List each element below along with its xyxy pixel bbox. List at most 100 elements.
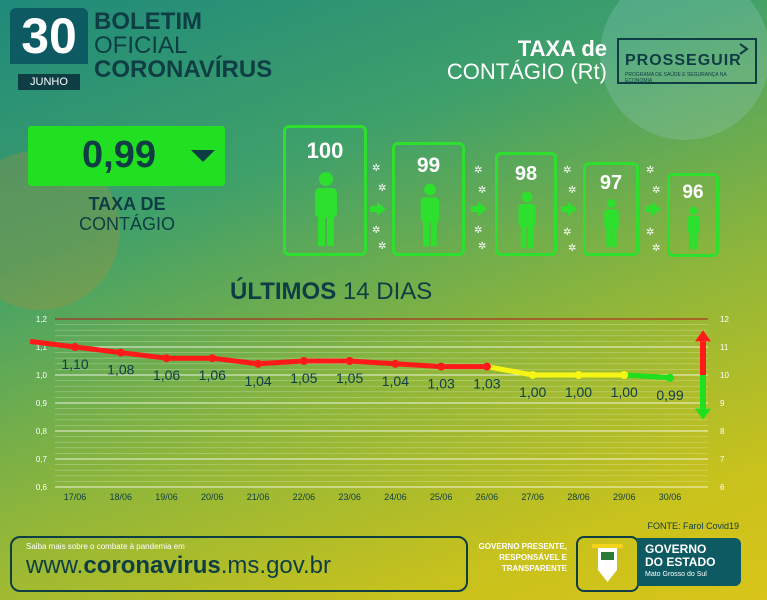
series-line-below — [624, 372, 671, 381]
data-label: 1,00 — [565, 384, 592, 400]
rate-heading-line-1: TAXA de — [517, 36, 607, 61]
date-badge: 30 JUNHO — [10, 8, 88, 90]
data-point — [162, 354, 171, 363]
virus-icon: ✲ — [378, 183, 387, 194]
data-point — [299, 357, 308, 365]
down-triangle-icon — [191, 150, 215, 162]
footer-url-bold: coronavirus — [83, 552, 221, 579]
x-tick-label: 23/06 — [338, 492, 361, 502]
footer-url-link[interactable]: www.coronavirus.ms.gov.br — [26, 552, 331, 580]
title-line-3: CORONAVÍRUS — [94, 56, 273, 83]
gov-state: Mato Grosso do Sul — [645, 571, 707, 578]
y-tick-label-left: 0,8 — [36, 427, 48, 436]
people-card: 98 — [495, 152, 557, 256]
arrow-up-stem — [700, 341, 706, 375]
data-label: 1,04 — [382, 373, 409, 389]
x-tick-label: 18/06 — [110, 492, 133, 502]
source-note: FONTE: Farol Covid19 — [647, 521, 739, 531]
prosseguir-logo: PROSSEGUIR PROGRAMA DE SAÚDE E SEGURANÇA… — [617, 38, 757, 84]
logo-arrow-icon — [739, 43, 749, 55]
data-label: 0,99 — [656, 387, 683, 403]
rate-label: TAXA DE CONTÁGIO — [62, 194, 192, 234]
data-label: 1,05 — [336, 370, 363, 386]
data-label: 1,00 — [611, 384, 638, 400]
virus-icon: ✲ — [474, 165, 483, 176]
data-point — [208, 354, 217, 363]
footer-url-post: .ms.gov.br — [220, 552, 331, 579]
y-tick-label-right: 12 — [720, 315, 729, 324]
data-point — [345, 357, 354, 365]
arrow-right-icon — [561, 206, 568, 212]
arrow-right-icon — [645, 206, 652, 212]
y-tick-label-left: 1,1 — [36, 343, 48, 352]
x-tick-label: 22/06 — [293, 492, 316, 502]
person-icon — [420, 183, 440, 247]
arrow-right-icon — [377, 202, 386, 216]
person-icon — [687, 206, 700, 250]
x-tick-label: 26/06 — [476, 492, 499, 502]
y-tick-label-right: 7 — [720, 455, 725, 464]
data-label: 1,06 — [199, 367, 226, 383]
people-count: 99 — [416, 154, 441, 177]
footer-url-box — [10, 536, 468, 592]
y-tick-label-left: 0,7 — [36, 455, 48, 464]
date-month: JUNHO — [18, 74, 80, 90]
title-line-1: BOLETIM — [94, 8, 202, 35]
people-card: 99 — [392, 142, 465, 256]
date-day: 30 — [10, 8, 88, 64]
title-line-2: OFICIAL — [94, 32, 188, 59]
x-tick-label: 27/06 — [521, 492, 544, 502]
data-point — [620, 371, 629, 379]
data-label: 1,00 — [519, 384, 546, 400]
x-tick-label: 30/06 — [659, 492, 682, 502]
data-point — [71, 343, 79, 351]
y-tick-label-right: 9 — [720, 399, 725, 408]
y-tick-label-right: 6 — [720, 483, 725, 492]
person-icon — [604, 198, 619, 248]
data-point — [574, 371, 583, 379]
people-count: 96 — [682, 182, 704, 203]
data-label: 1,03 — [473, 376, 500, 392]
people-count: 98 — [514, 163, 538, 185]
x-tick-label: 17/06 — [64, 492, 87, 502]
x-tick-label: 20/06 — [201, 492, 224, 502]
x-tick-label: 24/06 — [384, 492, 407, 502]
virus-icon: ✲ — [646, 165, 655, 176]
data-label: 1,03 — [428, 376, 455, 392]
virus-icon: ✲ — [646, 227, 655, 238]
gov-name-line-2: DO ESTADO — [645, 555, 716, 569]
government-slogan: GOVERNO PRESENTE, RESPONSÁVEL E TRANSPAR… — [478, 542, 567, 573]
x-tick-label: 28/06 — [567, 492, 590, 502]
data-point — [482, 362, 491, 371]
y-tick-label-right: 11 — [720, 343, 729, 352]
logo-subtitle: PROGRAMA DE SAÚDE E SEGURANÇA NA ECONOMI… — [625, 72, 727, 84]
virus-icon: ✲ — [652, 243, 661, 254]
virus-icon: ✲ — [474, 225, 483, 236]
virus-icon: ✲ — [378, 241, 387, 252]
virus-icon: ✲ — [372, 163, 381, 174]
arrow-right-icon — [478, 202, 487, 216]
data-point — [116, 348, 125, 357]
person-icon — [518, 191, 536, 249]
arrow-right-icon — [370, 206, 377, 212]
people-card: 100 — [283, 125, 367, 256]
y-tick-label-left: 0,6 — [36, 483, 48, 492]
virus-icon: ✲ — [652, 185, 661, 196]
y-tick-label-left: 0,9 — [36, 399, 48, 408]
crest-icon — [592, 544, 623, 582]
rate-heading-line-2: CONTÁGIO (Rt) — [446, 59, 607, 84]
rate-label-line-1: TAXA DE — [88, 194, 166, 214]
data-point — [666, 373, 674, 382]
x-tick-label: 29/06 — [613, 492, 636, 502]
y-tick-label-right: 8 — [720, 427, 725, 436]
data-point — [437, 362, 446, 371]
data-label: 1,08 — [107, 362, 134, 378]
chart-title: ÚLTIMOS 14 DIAS — [230, 278, 432, 306]
y-tick-label-left: 1,2 — [36, 315, 48, 324]
virus-icon: ✲ — [568, 185, 577, 196]
footer-small-text: Saiba mais sobre o combate à pandemia em — [26, 542, 185, 551]
data-label: 1,06 — [153, 367, 180, 383]
y-tick-label-left: 1,0 — [36, 371, 48, 380]
data-label: 1,05 — [290, 370, 317, 386]
virus-icon: ✲ — [478, 185, 487, 196]
